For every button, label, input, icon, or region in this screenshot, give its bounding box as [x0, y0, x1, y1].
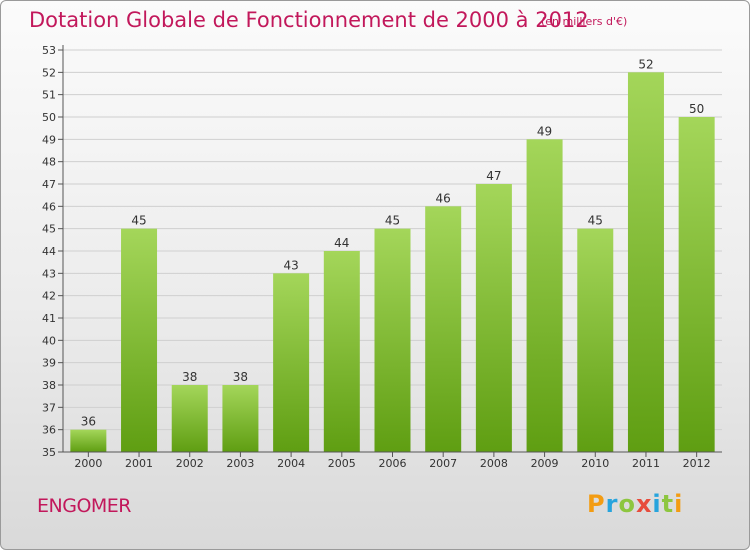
- y-tick-label: 43: [42, 267, 56, 280]
- y-tick-label: 39: [42, 357, 56, 370]
- bar-2008: [475, 184, 512, 452]
- logo-letter: r: [605, 490, 619, 518]
- logo-letter: P: [587, 490, 606, 518]
- y-tick-label: 35: [42, 446, 56, 459]
- logo-letter: i: [674, 490, 684, 518]
- bar-2011: [627, 72, 664, 452]
- y-tick-label: 42: [42, 290, 56, 303]
- data-label-2006: 45: [385, 214, 400, 228]
- x-tick-label-2009: 2009: [531, 457, 559, 470]
- logo-letter: t: [661, 490, 675, 518]
- data-label-2007: 46: [436, 191, 451, 205]
- data-label-2009: 49: [537, 124, 552, 138]
- bar-2007: [425, 206, 462, 452]
- bar-2001: [121, 228, 158, 452]
- y-tick-label: 36: [42, 424, 56, 437]
- y-tick-label: 50: [42, 111, 56, 124]
- bar-2009: [526, 139, 563, 453]
- data-label-2005: 44: [334, 236, 349, 250]
- data-label-2008: 47: [486, 169, 501, 183]
- bar-2006: [374, 228, 411, 452]
- logo-letter: o: [618, 490, 636, 518]
- bar-2002: [171, 385, 208, 452]
- x-tick-label-2005: 2005: [328, 457, 356, 470]
- commune-name: ENGOMER: [37, 495, 132, 517]
- bar-2012: [678, 117, 715, 452]
- y-tick-label: 41: [42, 312, 56, 325]
- y-tick-label: 47: [42, 178, 56, 191]
- x-tick-label-2001: 2001: [125, 457, 153, 470]
- y-tick-label: 48: [42, 156, 56, 169]
- x-tick-label-2004: 2004: [277, 457, 305, 470]
- axes: 35 36 37 38 39 40 41 42 43 44 45 46 47 48 49 50 51 52 53 20…: [42, 44, 722, 470]
- y-tick-label: 37: [42, 401, 56, 414]
- bar-2000: [70, 429, 107, 452]
- x-tick-label-2008: 2008: [480, 457, 508, 470]
- data-label-2012: 50: [689, 102, 704, 116]
- x-tick-label-2003: 2003: [226, 457, 254, 470]
- data-label-2001: 45: [131, 214, 146, 228]
- bar-2005: [323, 251, 360, 452]
- proxiti-logo[interactable]: Proxiti: [587, 490, 683, 518]
- y-tick-label: 52: [42, 66, 56, 79]
- bars: [70, 72, 715, 453]
- y-tick-label: 53: [42, 44, 56, 57]
- chart-unit-note: (en milliers d'€): [541, 15, 628, 28]
- x-tick-label-2002: 2002: [176, 457, 204, 470]
- data-label-2000: 36: [81, 415, 96, 429]
- data-labels: 36 45 38 38 43 44 45 46 47 49 45 52 50: [81, 57, 705, 428]
- logo-letter: i: [652, 490, 662, 518]
- bar-2004: [273, 273, 310, 452]
- y-tick-label: 46: [42, 200, 56, 213]
- y-tick-label: 38: [42, 379, 56, 392]
- logo-letter: x: [635, 490, 653, 518]
- bar-2003: [222, 385, 259, 452]
- x-tick-label-2012: 2012: [683, 457, 711, 470]
- y-tick-label: 51: [42, 89, 56, 102]
- bar-2010: [577, 228, 614, 452]
- data-label-2010: 45: [588, 214, 603, 228]
- y-tick-label: 45: [42, 223, 56, 236]
- x-tick-label-2000: 2000: [74, 457, 102, 470]
- x-tick-label-2011: 2011: [632, 457, 660, 470]
- x-tick-label-2006: 2006: [379, 457, 407, 470]
- data-label-2003: 38: [233, 370, 248, 384]
- y-tick-label: 40: [42, 334, 56, 347]
- x-tick-label-2010: 2010: [581, 457, 609, 470]
- y-tick-label: 49: [42, 133, 56, 146]
- x-tick-label-2007: 2007: [429, 457, 457, 470]
- data-label-2004: 43: [283, 258, 298, 272]
- y-tick-label: 44: [42, 245, 56, 258]
- data-label-2011: 52: [638, 57, 653, 71]
- chart-title: Dotation Globale de Fonctionnement de 20…: [29, 8, 589, 32]
- data-label-2002: 38: [182, 370, 197, 384]
